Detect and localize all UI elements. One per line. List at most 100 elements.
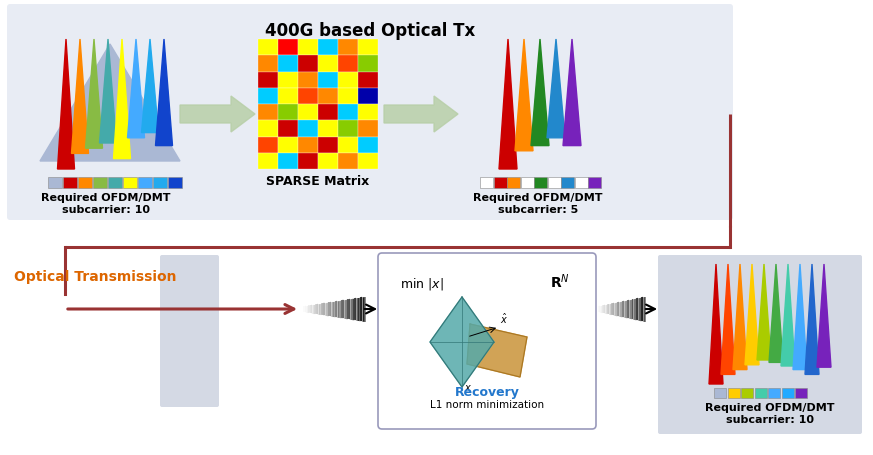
Bar	[338, 72, 358, 89]
Bar	[123, 177, 137, 188]
Bar	[258, 121, 278, 137]
Polygon shape	[127, 40, 145, 138]
Bar	[318, 105, 338, 121]
Polygon shape	[113, 40, 130, 159]
Bar	[258, 72, 278, 89]
Bar	[318, 89, 338, 105]
Text: $\hat{x}$: $\hat{x}$	[500, 311, 508, 325]
Polygon shape	[86, 40, 102, 149]
Bar	[298, 137, 318, 153]
Bar	[278, 137, 298, 153]
Bar	[358, 153, 378, 170]
Bar	[520, 177, 533, 188]
Bar	[338, 40, 358, 56]
Polygon shape	[547, 40, 565, 138]
Bar	[754, 388, 766, 398]
Bar	[48, 177, 62, 188]
Bar	[493, 177, 506, 188]
Bar	[741, 388, 753, 398]
Bar	[338, 105, 358, 121]
Bar	[108, 177, 122, 188]
Bar	[338, 89, 358, 105]
Bar	[278, 72, 298, 89]
Polygon shape	[733, 264, 747, 370]
Polygon shape	[40, 45, 180, 162]
Polygon shape	[757, 264, 771, 360]
Bar	[318, 72, 338, 89]
Text: min $|x|$: min $|x|$	[400, 275, 443, 291]
Polygon shape	[58, 40, 74, 170]
Text: $\mathbf{R}^N$: $\mathbf{R}^N$	[550, 271, 570, 290]
Bar	[278, 56, 298, 72]
Bar	[298, 72, 318, 89]
Bar	[358, 89, 378, 105]
Bar	[507, 177, 520, 188]
FancyBboxPatch shape	[160, 255, 219, 407]
Bar	[561, 177, 574, 188]
Bar	[278, 121, 298, 137]
Bar	[480, 177, 493, 188]
Bar	[547, 177, 560, 188]
Polygon shape	[141, 40, 159, 133]
Bar	[358, 72, 378, 89]
Bar	[338, 121, 358, 137]
Polygon shape	[721, 264, 735, 374]
Polygon shape	[793, 264, 807, 370]
Bar	[338, 56, 358, 72]
Polygon shape	[781, 264, 795, 366]
Bar	[168, 177, 182, 188]
Text: Required OFDM/DMT
subcarrier: 10: Required OFDM/DMT subcarrier: 10	[41, 192, 171, 214]
Bar	[298, 153, 318, 170]
Bar	[318, 153, 338, 170]
Bar	[318, 56, 338, 72]
Bar	[358, 56, 378, 72]
Bar	[574, 177, 588, 188]
Bar	[258, 153, 278, 170]
Bar	[278, 105, 298, 121]
Polygon shape	[817, 264, 831, 367]
Bar	[278, 89, 298, 105]
Bar	[78, 177, 92, 188]
Polygon shape	[805, 264, 819, 374]
Bar	[318, 121, 338, 137]
Polygon shape	[384, 97, 458, 133]
Bar	[298, 121, 318, 137]
Polygon shape	[72, 40, 88, 154]
Text: Required OFDM/DMT
subcarrier: 5: Required OFDM/DMT subcarrier: 5	[473, 192, 602, 214]
Bar	[358, 105, 378, 121]
Bar	[258, 40, 278, 56]
Bar	[138, 177, 152, 188]
Text: SPARSE Matrix: SPARSE Matrix	[266, 175, 369, 187]
Bar	[588, 177, 601, 188]
Bar	[338, 153, 358, 170]
Bar	[258, 56, 278, 72]
FancyBboxPatch shape	[7, 5, 733, 221]
Bar	[781, 388, 794, 398]
Bar	[534, 177, 547, 188]
FancyBboxPatch shape	[378, 253, 596, 429]
Polygon shape	[430, 298, 494, 387]
Polygon shape	[180, 97, 255, 133]
Bar	[318, 137, 338, 153]
Bar	[358, 40, 378, 56]
Bar	[63, 177, 77, 188]
Bar	[258, 137, 278, 153]
Polygon shape	[709, 264, 723, 384]
Polygon shape	[499, 40, 517, 170]
Polygon shape	[155, 40, 173, 146]
Bar	[298, 40, 318, 56]
Bar	[358, 121, 378, 137]
Bar	[278, 40, 298, 56]
Bar	[298, 89, 318, 105]
Bar	[153, 177, 167, 188]
Polygon shape	[563, 40, 581, 146]
Bar	[338, 137, 358, 153]
Text: $x$: $x$	[464, 382, 472, 392]
Bar	[258, 105, 278, 121]
Polygon shape	[467, 324, 527, 377]
Text: 400G based Optical Tx: 400G based Optical Tx	[265, 22, 475, 40]
Bar	[714, 388, 726, 398]
Text: Required OFDM/DMT
subcarrier: 10: Required OFDM/DMT subcarrier: 10	[705, 402, 835, 424]
Bar	[358, 137, 378, 153]
Polygon shape	[531, 40, 549, 146]
